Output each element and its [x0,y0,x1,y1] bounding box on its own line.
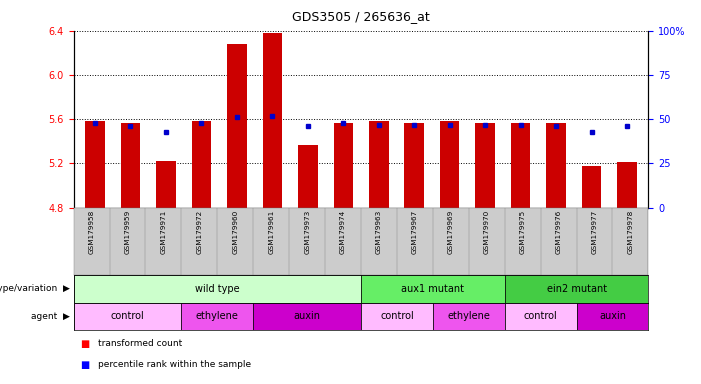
Text: ethylene: ethylene [196,311,239,321]
Text: GSM179973: GSM179973 [304,210,310,254]
Bar [576,303,648,330]
Bar [182,303,253,330]
Text: genotype/variation  ▶: genotype/variation ▶ [0,284,70,293]
Text: aux1 mutant: aux1 mutant [402,284,464,294]
Text: GSM179977: GSM179977 [592,210,597,254]
Text: auxin: auxin [599,311,626,321]
Text: GSM179958: GSM179958 [88,210,95,254]
Bar [74,303,182,330]
Text: GSM179972: GSM179972 [196,210,203,254]
Text: transformed count: transformed count [98,339,182,348]
Text: GSM179967: GSM179967 [412,210,418,254]
Bar [618,162,637,208]
Text: GSM179969: GSM179969 [448,210,454,254]
Text: GSM179976: GSM179976 [556,210,562,254]
Text: GSM179959: GSM179959 [125,210,130,254]
Text: GSM179978: GSM179978 [627,210,634,254]
Text: GSM179960: GSM179960 [232,210,238,254]
Bar [253,303,361,330]
Bar [433,303,505,330]
Text: GSM179963: GSM179963 [376,210,382,254]
Text: percentile rank within the sample: percentile rank within the sample [98,360,251,369]
Bar [361,275,505,303]
Bar [85,121,104,208]
Bar [334,122,353,208]
Bar [505,275,648,303]
Text: ■: ■ [81,360,90,370]
Text: GSM179970: GSM179970 [484,210,490,254]
Text: GSM179974: GSM179974 [340,210,346,254]
Text: auxin: auxin [294,311,320,321]
Text: control: control [380,311,414,321]
Text: ethylene: ethylene [447,311,490,321]
Bar [475,122,495,208]
Text: GSM179971: GSM179971 [161,210,166,254]
Bar [227,44,247,208]
Bar [404,122,424,208]
Text: control: control [524,311,557,321]
Bar [361,303,433,330]
Text: ■: ■ [81,339,90,349]
Bar [511,122,531,208]
Bar [582,166,601,208]
Text: agent  ▶: agent ▶ [32,312,70,321]
Text: ein2 mutant: ein2 mutant [547,284,606,294]
Bar [156,161,176,208]
Bar [191,121,211,208]
Text: GSM179975: GSM179975 [519,210,526,254]
Bar [440,121,459,208]
Bar [369,121,388,208]
Bar [121,122,140,208]
Bar [546,122,566,208]
Text: wild type: wild type [195,284,240,294]
Text: GSM179961: GSM179961 [268,210,274,254]
Bar [298,145,318,208]
Text: GDS3505 / 265636_at: GDS3505 / 265636_at [292,10,430,23]
Bar [74,275,361,303]
Bar [505,303,576,330]
Bar [263,33,282,208]
Text: control: control [111,311,144,321]
